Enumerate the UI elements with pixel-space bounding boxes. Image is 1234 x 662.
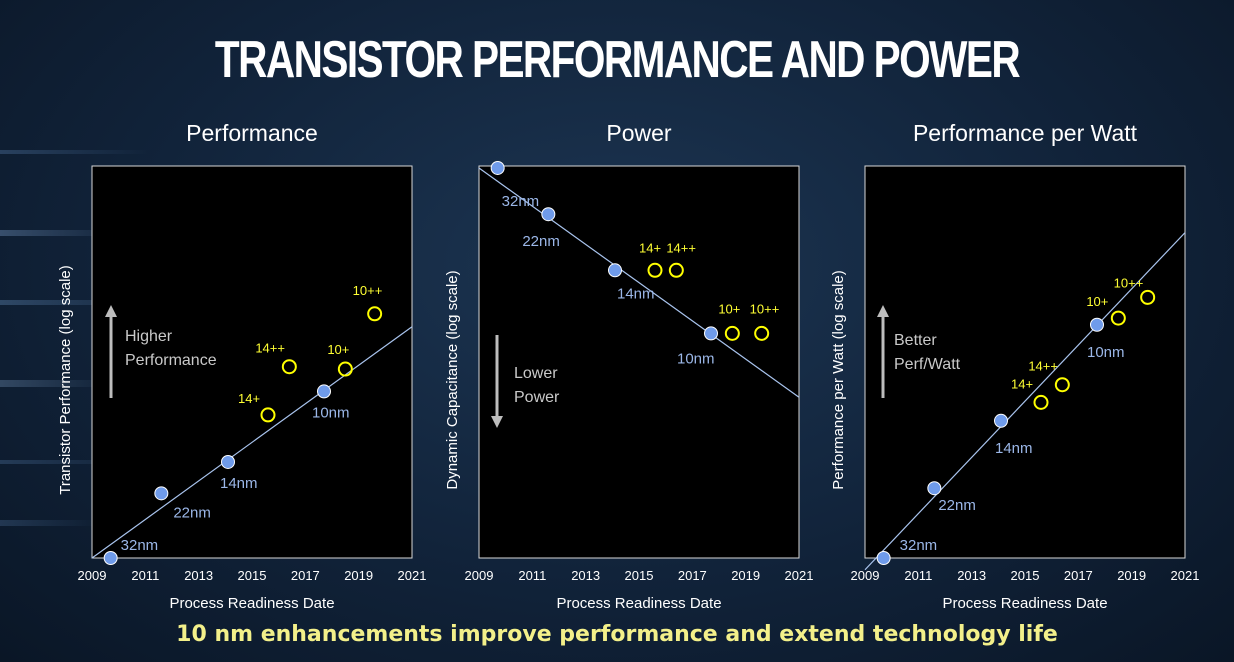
x-tick-label: 2019 <box>731 568 760 583</box>
enhancement-point-14+ <box>260 407 276 423</box>
annotation-line-2: Performance <box>125 352 217 369</box>
x-axis-label-3: Process Readiness Date <box>942 595 1107 612</box>
enhancement-label-10+: 10+ <box>327 342 349 357</box>
plot-area-3 <box>864 165 1186 559</box>
enhancement-label-10+: 10+ <box>1086 294 1108 309</box>
node-point-14nm <box>608 263 622 278</box>
enhancement-label-10++: 10++ <box>353 283 383 298</box>
x-axis-label-2: Process Readiness Date <box>556 595 721 612</box>
x-tick-label: 2009 <box>851 568 880 583</box>
x-tick-label: 2015 <box>1011 568 1040 583</box>
node-label-22nm: 22nm <box>938 497 976 514</box>
node-point-22nm <box>541 207 556 222</box>
panel-title-3: Performance per Watt <box>913 120 1138 146</box>
node-label-10nm: 10nm <box>312 404 350 421</box>
x-tick-label: 2021 <box>398 568 427 583</box>
enhancement-label-10++: 10++ <box>750 301 780 316</box>
node-point-10nm <box>1090 317 1104 332</box>
trend-line-2 <box>478 167 799 398</box>
node-label-32nm: 32nm <box>502 193 540 210</box>
trend-line-3 <box>864 232 1185 570</box>
x-tick-label: 2017 <box>291 568 320 583</box>
x-tick-label: 2011 <box>904 568 932 583</box>
enhancement-label-14++: 14++ <box>255 341 285 356</box>
x-tick-label: 2021 <box>785 568 814 583</box>
x-tick-label: 2009 <box>78 568 107 583</box>
arrow-up-icon <box>877 305 889 317</box>
enhancement-point-14+ <box>1033 394 1049 410</box>
node-point-14nm <box>994 413 1008 428</box>
x-tick-label: 2011 <box>518 568 546 583</box>
node-point-10nm <box>317 384 331 399</box>
annotation-line-1: Higher <box>125 328 173 345</box>
x-axis-label-1: Process Readiness Date <box>169 595 334 612</box>
node-label-14nm: 14nm <box>220 475 258 492</box>
x-tick-label: 2011 <box>131 568 159 583</box>
node-point-32nm <box>490 160 505 175</box>
node-point-22nm <box>927 481 942 496</box>
node-label-10nm: 10nm <box>1087 344 1125 361</box>
x-tick-label: 2015 <box>625 568 654 583</box>
y-axis-label-2: Dynamic Capacitance (log scale) <box>444 270 461 489</box>
x-tick-label: 2013 <box>184 568 213 583</box>
slide-title: TRANSISTOR PERFORMANCE AND POWER <box>214 31 1021 89</box>
enhancement-label-14+: 14+ <box>1011 376 1033 391</box>
node-label-32nm: 32nm <box>900 537 938 554</box>
node-label-32nm: 32nm <box>121 537 159 554</box>
enhancement-label-14++: 14++ <box>666 240 696 255</box>
enhancement-point-10+ <box>724 325 740 341</box>
x-tick-label: 2017 <box>678 568 707 583</box>
enhancement-point-10++ <box>754 325 770 341</box>
enhancement-point-10++ <box>1140 289 1156 305</box>
annotation-line-2: Power <box>514 389 560 406</box>
node-point-22nm <box>154 486 169 501</box>
node-label-14nm: 14nm <box>995 440 1033 457</box>
enhancement-label-14+: 14+ <box>238 391 260 406</box>
enhancement-point-10+ <box>337 361 353 377</box>
enhancement-point-14++ <box>668 262 684 278</box>
node-point-32nm <box>876 551 891 565</box>
y-axis-label-3: Performance per Watt (log scale) <box>830 270 847 490</box>
node-label-10nm: 10nm <box>677 350 715 367</box>
node-label-22nm: 22nm <box>522 233 560 250</box>
enhancement-point-10+ <box>1110 310 1126 326</box>
trend-line-1 <box>91 326 412 559</box>
x-tick-label: 2009 <box>465 568 494 583</box>
node-point-10nm <box>704 326 718 341</box>
node-label-14nm: 14nm <box>617 285 655 302</box>
x-tick-label: 2013 <box>957 568 986 583</box>
enhancement-point-14++ <box>281 359 297 375</box>
enhancement-label-14++: 14++ <box>1028 359 1058 374</box>
x-tick-label: 2019 <box>1117 568 1146 583</box>
x-tick-label: 2019 <box>344 568 373 583</box>
panel-title-1: Performance <box>186 120 318 146</box>
enhancement-label-10++: 10++ <box>1114 275 1144 290</box>
plot-area-1 <box>91 165 413 559</box>
annotation-line-1: Better <box>894 332 937 349</box>
annotation-line-1: Lower <box>514 365 558 382</box>
arrow-up-icon <box>105 305 117 317</box>
slide-caption: 10 nm enhancements improve performance a… <box>176 622 1058 647</box>
enhancement-label-14+: 14+ <box>639 240 661 255</box>
panel-title-2: Power <box>606 120 672 146</box>
enhancement-point-14++ <box>1054 377 1070 393</box>
enhancement-point-10++ <box>367 306 383 322</box>
enhancement-point-14+ <box>647 262 663 278</box>
annotation-line-2: Perf/Watt <box>894 356 961 373</box>
x-tick-label: 2017 <box>1064 568 1093 583</box>
plot-area-2 <box>478 165 800 559</box>
node-label-22nm: 22nm <box>173 504 211 521</box>
enhancement-label-10+: 10+ <box>718 301 740 316</box>
y-axis-label-1: Transistor Performance (log scale) <box>57 265 74 495</box>
x-tick-label: 2015 <box>238 568 267 583</box>
node-point-32nm <box>103 551 118 565</box>
x-tick-label: 2021 <box>1171 568 1200 583</box>
arrow-down-icon <box>491 416 503 428</box>
node-point-14nm <box>221 454 235 469</box>
x-tick-label: 2013 <box>571 568 600 583</box>
